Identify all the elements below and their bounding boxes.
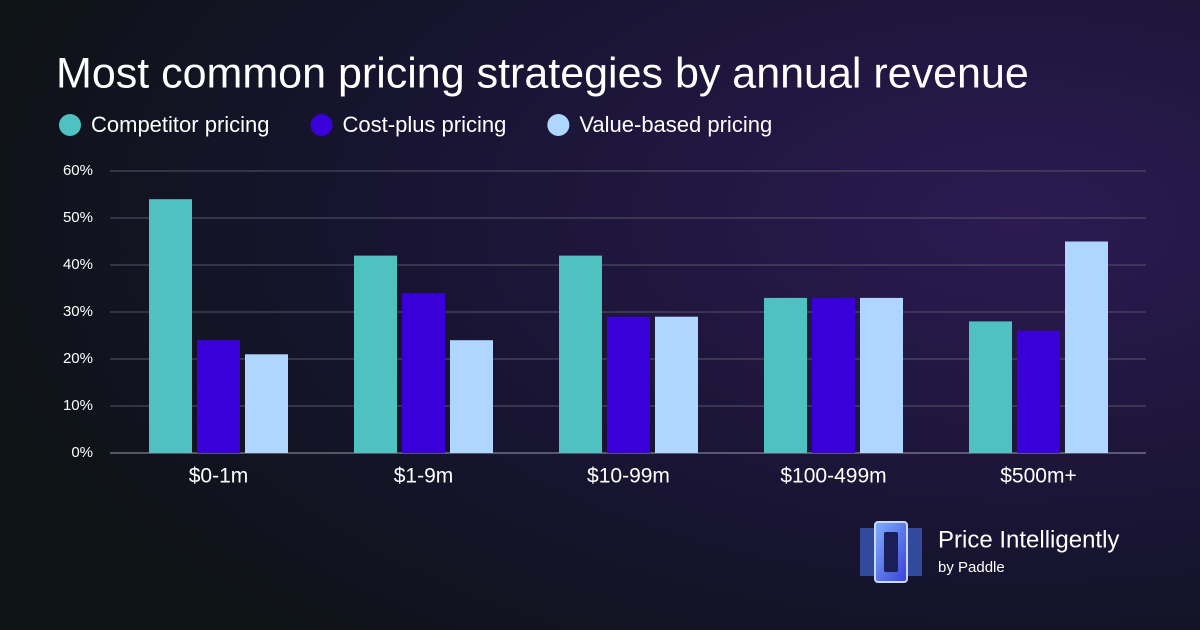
y-tick-label: 20% — [63, 350, 93, 367]
bar — [1065, 241, 1108, 453]
x-tick-label: $500m+ — [1000, 465, 1076, 488]
brand-byline: by Paddle — [938, 559, 1005, 576]
x-tick-label: $1-9m — [394, 465, 454, 488]
y-tick-label: 0% — [71, 444, 93, 461]
y-tick-label: 10% — [63, 397, 93, 414]
legend-label: Cost-plus pricing — [343, 112, 507, 137]
y-tick-label: 50% — [63, 209, 93, 226]
bar — [245, 354, 288, 453]
legend-swatch — [59, 114, 81, 136]
brand-name: Price Intelligently — [938, 526, 1119, 553]
bar — [607, 316, 650, 453]
bar — [860, 297, 903, 453]
bar — [450, 340, 493, 453]
bar — [655, 316, 698, 453]
y-tick-label: 30% — [63, 303, 93, 320]
bar — [812, 297, 855, 453]
bar — [402, 293, 445, 453]
legend-label: Value-based pricing — [579, 112, 772, 137]
x-tick-label: $10-99m — [587, 465, 670, 488]
bar — [354, 255, 397, 453]
bar — [1017, 330, 1060, 453]
legend-swatch — [310, 114, 333, 136]
bar — [559, 255, 602, 453]
legend-label: Competitor pricing — [91, 112, 270, 137]
bar — [969, 321, 1012, 453]
x-tick-label: $100-499m — [780, 465, 886, 488]
logo-icon — [908, 528, 922, 576]
bar — [197, 340, 240, 453]
bar — [149, 199, 192, 453]
logo-icon — [884, 532, 898, 572]
logo: Price Intelligently by Paddle — [860, 521, 1119, 583]
bar — [764, 297, 807, 453]
legend-swatch — [547, 114, 570, 136]
y-tick-label: 60% — [63, 162, 93, 179]
chart-title: Most common pricing strategies by annual… — [56, 49, 1029, 97]
logo-icon — [860, 528, 874, 576]
x-tick-label: $0-1m — [189, 465, 249, 488]
y-tick-label: 40% — [63, 256, 93, 273]
